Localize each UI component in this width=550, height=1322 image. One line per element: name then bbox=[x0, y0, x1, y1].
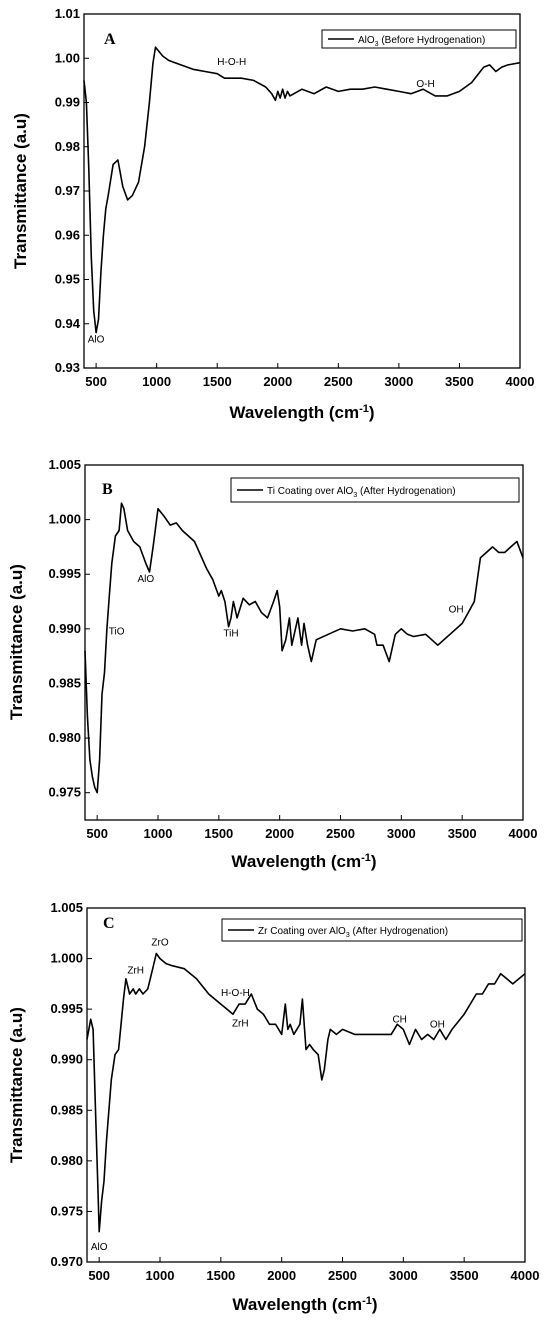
panel-a-annotations: AlO H-O-H O-H bbox=[88, 57, 435, 345]
panel-b-series-line bbox=[84, 502, 524, 794]
panel-b-y-tick-label: 0.995 bbox=[48, 566, 81, 581]
panel-c-annotation: ZrH bbox=[127, 966, 144, 977]
panel-a-annotation: O-H bbox=[416, 79, 434, 90]
panel-a-plot-frame bbox=[83, 13, 521, 369]
panel-b-x-tick-label: 2000 bbox=[265, 826, 294, 841]
panel-a-y-tick-label: 0.99 bbox=[55, 95, 80, 110]
panel-a-x-tick-label: 4000 bbox=[506, 374, 535, 389]
panel-c-xlabel: Wavelength (cm-1) bbox=[232, 1295, 377, 1314]
panel-a-ylabel: Transmittance (a.u) bbox=[11, 113, 30, 269]
panel-c-x-tick-label: 2000 bbox=[267, 1268, 296, 1283]
panel-c-y-tick-label: 0.990 bbox=[50, 1052, 83, 1067]
panel-a-y-tick-label: 0.94 bbox=[55, 316, 81, 331]
panel-c-ylabel: Transmittance (a.u) bbox=[7, 1007, 26, 1163]
panel-c-y-tick-label: 0.980 bbox=[50, 1153, 83, 1168]
panel-c-plot-frame bbox=[86, 907, 526, 1263]
panel-c-x-tick-label: 1500 bbox=[206, 1268, 235, 1283]
panel-a-x-tick-label: 3500 bbox=[445, 374, 474, 389]
panel-b-annotation: OH bbox=[449, 604, 464, 615]
panel-c-y-tick-label: 1.005 bbox=[50, 900, 83, 915]
panel-c-letter: C bbox=[103, 915, 115, 932]
panel-b-xlabel: Wavelength (cm-1) bbox=[231, 852, 376, 871]
panel-c-annotation: CH bbox=[392, 1014, 406, 1025]
panel-c-x-tick-label: 2500 bbox=[328, 1268, 357, 1283]
panel-a-y-tick-label: 0.97 bbox=[55, 183, 80, 198]
panel-c-x-tick-label: 500 bbox=[88, 1268, 110, 1283]
panel-c-legend-box bbox=[221, 918, 523, 942]
panel-a-x-tick-label: 3000 bbox=[384, 374, 413, 389]
panel-a-y-tick-label: 0.95 bbox=[55, 272, 80, 287]
panel-c-y-tick-label: 0.975 bbox=[50, 1203, 83, 1218]
panel-c-y-tick-label: 0.995 bbox=[50, 1001, 83, 1016]
panel-c-annotation: ZrO bbox=[151, 937, 168, 948]
panel-c-annotation: H-O-H bbox=[221, 988, 250, 999]
panel-b-annotation: TiH bbox=[223, 628, 238, 639]
panel-a-annotation: H-O-H bbox=[217, 57, 246, 68]
panel-c-series-line bbox=[86, 952, 526, 1233]
panel-a-legend-text: AlO3 (Before Hydrogenation) bbox=[358, 35, 485, 48]
panel-a-y-tick-label: 1.00 bbox=[55, 50, 80, 65]
panel-b-x-tick-label: 4000 bbox=[509, 826, 538, 841]
panel-a-series-line bbox=[83, 46, 521, 334]
panel-a-legend: AlO3 (Before Hydrogenation) bbox=[321, 29, 517, 49]
panel-a-x-tick-label: 1500 bbox=[203, 374, 232, 389]
panel-b-annotations: TiO AlO TiH OH bbox=[109, 574, 464, 640]
panel-a-letter: A bbox=[104, 31, 116, 48]
panel-a-annotation: AlO bbox=[88, 334, 105, 345]
panel-b-y-tick-label: 0.980 bbox=[48, 730, 81, 745]
panel-a-x-tick-label: 2000 bbox=[263, 374, 292, 389]
panel-b: 500 1000 1500 2000 2500 3000 3500 4000 0.975 0.98… bbox=[7, 457, 537, 871]
panel-c-legend: Zr Coating over AlO3 (After Hydrogenatio… bbox=[221, 918, 523, 942]
panel-b-y-tick-label: 0.990 bbox=[48, 621, 81, 636]
panel-c-annotations: ZrH ZrO H-O-H ZrH CH OH AlO bbox=[91, 937, 445, 1252]
panel-b-x-tick-label: 3500 bbox=[448, 826, 477, 841]
panel-c-y-tick-label: 0.985 bbox=[50, 1102, 83, 1117]
panel-a: 500 1000 1500 2000 2500 3000 3500 4000 0.93 0.94 0… bbox=[11, 6, 534, 422]
panel-c-x-tick-label: 4000 bbox=[511, 1268, 540, 1283]
panel-a-x-tick-label: 1000 bbox=[142, 374, 171, 389]
panel-c-x-tick-label: 3500 bbox=[450, 1268, 479, 1283]
panel-b-x-tick-label: 500 bbox=[86, 826, 108, 841]
panel-b-legend-box bbox=[230, 477, 520, 503]
panel-a-y-tick-label: 0.98 bbox=[55, 139, 80, 154]
panel-b-letter: B bbox=[102, 481, 113, 498]
panel-b-legend-text: Ti Coating over AlO3 (After Hydrogenatio… bbox=[267, 486, 456, 499]
panel-a-y-tick-label: 0.93 bbox=[55, 360, 80, 375]
panel-b-legend: Ti Coating over AlO3 (After Hydrogenatio… bbox=[230, 477, 520, 503]
panel-a-y-tick-label: 1.01 bbox=[55, 6, 80, 21]
panel-a-xlabel: Wavelength (cm-1) bbox=[229, 403, 374, 422]
panel-c-x-tick-label: 3000 bbox=[389, 1268, 418, 1283]
panel-c-annotation: AlO bbox=[91, 1242, 108, 1253]
panel-c-x-tick-label: 1000 bbox=[146, 1268, 175, 1283]
panel-c-annotation: OH bbox=[430, 1019, 445, 1030]
panel-b-x-tick-label: 1000 bbox=[144, 826, 173, 841]
panel-a-y-tick-label: 0.96 bbox=[55, 227, 80, 242]
panel-b-y-tick-label: 0.975 bbox=[48, 785, 81, 800]
panel-a-x-tick-label: 500 bbox=[85, 374, 107, 389]
panel-b-y-tick-label: 1.000 bbox=[48, 512, 81, 527]
panel-a-x-tick-label: 2500 bbox=[324, 374, 353, 389]
panel-c-y-tick-label: 1.000 bbox=[50, 951, 83, 966]
panel-b-x-tick-label: 2500 bbox=[326, 826, 355, 841]
panel-b-annotation: AlO bbox=[137, 574, 154, 585]
panel-c-legend-text: Zr Coating over AlO3 (After Hydrogenatio… bbox=[258, 926, 448, 939]
panel-c-annotation: ZrH bbox=[232, 1018, 249, 1029]
panel-b-y-tick-label: 0.985 bbox=[48, 675, 81, 690]
panel-b-annotation: TiO bbox=[109, 626, 125, 637]
panel-b-plot-frame bbox=[84, 464, 524, 821]
panel-b-ylabel: Transmittance (a.u) bbox=[7, 564, 26, 720]
panel-c: 500 1000 1500 2000 2500 3000 3500 4000 0.970 0.97… bbox=[7, 900, 539, 1314]
panel-c-y-tick-label: 0.970 bbox=[50, 1254, 83, 1269]
panel-b-x-tick-label: 3000 bbox=[387, 826, 416, 841]
panel-a-legend-box bbox=[321, 29, 517, 49]
panel-b-x-tick-label: 1500 bbox=[204, 826, 233, 841]
panel-b-y-tick-label: 1.005 bbox=[48, 457, 81, 472]
panel-b-ticks: 500 1000 1500 2000 2500 3000 3500 4000 0.975 0.98… bbox=[48, 457, 537, 841]
panel-c-ticks: 500 1000 1500 2000 2500 3000 3500 4000 0.970 0.97… bbox=[50, 900, 539, 1283]
panel-a-ticks: 500 1000 1500 2000 2500 3000 3500 4000 0.93 0.94 0… bbox=[55, 6, 535, 389]
